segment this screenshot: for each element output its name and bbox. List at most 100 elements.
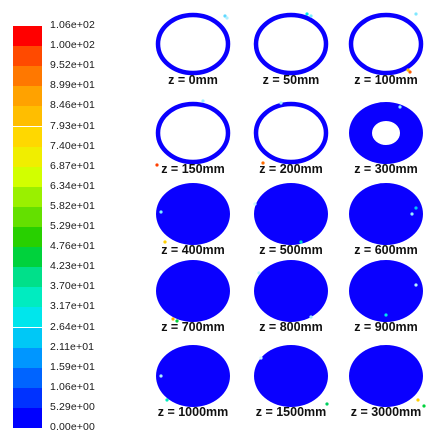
contour-panel: z = 1500mm [241, 340, 341, 424]
colorbar-swatch [13, 247, 42, 268]
z-position-label: z = 300mm [354, 162, 418, 176]
z-position-label: z = 700mm [161, 320, 225, 334]
annular-film-ring [348, 12, 424, 76]
filled-cross-section [156, 183, 230, 245]
contour-speckle [398, 105, 402, 109]
colorbar-tick-label: 1.59e+01 [50, 360, 95, 373]
filled-cross-section [349, 260, 423, 322]
contour-speckle [309, 315, 313, 319]
colorbar [13, 26, 42, 428]
contour-speckle [414, 206, 418, 210]
colorbar-swatch [13, 227, 42, 248]
colorbar-tick-label: 7.93e+01 [50, 119, 95, 132]
colorbar-swatch [13, 106, 42, 127]
colorbar-tick-label: 5.29e+01 [50, 220, 95, 232]
contour-speckle [305, 12, 309, 16]
colorbar-swatch [13, 186, 42, 207]
contour-panel: z = 3000mm [336, 340, 433, 424]
filled-cross-section [254, 345, 328, 407]
cross-section-contour [349, 102, 423, 164]
cross-section-contour [253, 183, 328, 245]
annular-film-ring [253, 101, 329, 165]
contour-speckle [259, 356, 263, 360]
z-position-label: z = 0mm [168, 73, 218, 87]
z-position-label: z = 50mm [262, 73, 320, 87]
contour-panel: z = 700mm [143, 255, 243, 339]
contour-speckle [261, 161, 265, 165]
colorbar-swatch [13, 347, 42, 368]
cross-section-contour [349, 183, 423, 245]
colorbar-tick-label: 6.34e+01 [50, 179, 95, 192]
contour-speckle [159, 374, 163, 378]
colorbar-tick-label: 7.40e+01 [50, 139, 95, 152]
contour-speckle [416, 398, 420, 402]
colorbar-swatch [13, 407, 42, 428]
contour-panel: z = 100mm [336, 8, 433, 92]
colorbar-tick-label: 8.99e+01 [50, 79, 95, 92]
colorbar-swatch [13, 327, 42, 348]
contour-speckle [175, 319, 179, 323]
colorbar-swatch [13, 166, 42, 187]
colorbar-swatch [13, 126, 42, 147]
z-position-label: z = 800mm [259, 320, 323, 334]
colorbar-tick-label: 3.17e+01 [50, 300, 95, 313]
contour-speckle [408, 70, 412, 74]
colorbar-swatch [13, 287, 42, 308]
contour-panel: z = 0mm [143, 8, 243, 92]
colorbar-tick-label: 1.06e+01 [50, 380, 95, 393]
contour-speckle [171, 317, 175, 321]
colorbar-swatch [13, 206, 42, 227]
cross-section-contour [155, 12, 231, 76]
contour-speckle [410, 212, 414, 216]
contour-panel: z = 400mm [143, 178, 243, 262]
colorbar-swatch [13, 66, 42, 87]
z-position-label: z = 150mm [161, 162, 225, 176]
colorbar-tick-label: 2.64e+01 [50, 320, 95, 333]
colorbar-tick-label: 4.76e+01 [50, 240, 95, 253]
z-position-label: z = 1000mm [157, 405, 229, 419]
contour-speckle [422, 404, 426, 408]
contour-speckle [223, 14, 227, 18]
colorbar-tick-label: 5.29e+00 [50, 400, 95, 413]
annular-film-ring [155, 12, 231, 76]
contour-speckle [163, 240, 167, 244]
colorbar-tick-label: 1.06e+02 [50, 19, 95, 31]
cross-section-contour [254, 260, 328, 322]
contour-speckle [257, 271, 261, 275]
colorbar-swatch [13, 26, 42, 47]
contour-speckle [155, 163, 159, 167]
filled-cross-section [254, 183, 328, 245]
colorbar-swatch [13, 46, 42, 67]
z-position-label: z = 900mm [354, 320, 418, 334]
colorbar-tick-label: 1.00e+02 [50, 39, 95, 52]
colorbar-tick-labels: 1.06e+02 1.00e+02 9.52e+01 8.99e+01 8.46e+01… [50, 0, 145, 437]
filled-cross-section [156, 260, 230, 322]
filled-cross-section [349, 345, 423, 407]
colorbar-swatch [13, 86, 42, 107]
contour-speckle [279, 101, 283, 105]
annular-film-ring [155, 101, 231, 165]
contour-speckle [165, 398, 169, 402]
colorbar-tick-label: 0.00e+00 [50, 421, 95, 433]
filled-cross-section [349, 183, 423, 245]
core-void [372, 121, 400, 145]
contour-speckle [201, 99, 205, 103]
contour-speckle [414, 12, 418, 16]
colorbar-tick-label: 4.23e+01 [50, 260, 95, 273]
contour-panel: z = 500mm [241, 178, 341, 262]
cross-section-contour [156, 260, 230, 323]
z-position-label: z = 1500mm [255, 405, 327, 419]
cross-section-contour [254, 345, 329, 407]
contour-panel: z = 150mm [143, 97, 243, 181]
colorbar-swatch [13, 387, 42, 408]
contour-panel: z = 200mm [241, 97, 341, 181]
z-position-label: z = 600mm [354, 243, 418, 257]
contour-speckle [253, 202, 257, 206]
cross-section-contour [349, 345, 426, 408]
z-position-label: z = 3000mm [350, 405, 422, 419]
colorbar-tick-label: 3.70e+01 [50, 280, 95, 293]
contour-panel: z = 300mm [336, 97, 433, 181]
z-position-label: z = 500mm [259, 243, 323, 257]
filled-cross-section [156, 345, 230, 407]
colorbar-swatch [13, 267, 42, 288]
